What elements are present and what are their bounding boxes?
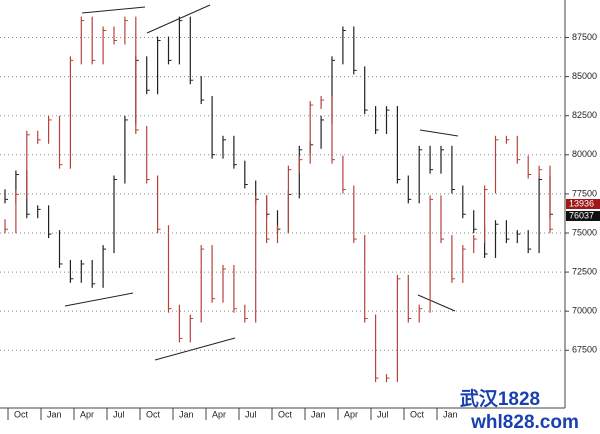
trend-line <box>154 337 236 361</box>
y-tick-label: 80000 <box>572 149 597 159</box>
y-tick-label: 82500 <box>572 110 597 120</box>
x-tick-label: Oct <box>146 409 161 419</box>
y-tick-label: 70000 <box>572 306 597 316</box>
x-tick-label: Jul <box>245 409 257 419</box>
y-tick-label: 77500 <box>572 188 597 198</box>
y-tick-label: 72500 <box>572 266 597 276</box>
x-tick-label: Oct <box>278 409 293 419</box>
watermark: 武汉1828 <box>460 388 540 410</box>
trend-line <box>146 4 211 34</box>
x-tick-label: Apr <box>212 409 226 419</box>
trend-line <box>81 6 146 14</box>
x-tick-label: Jan <box>179 409 194 419</box>
x-tick-label: Jul <box>377 409 389 419</box>
price-tag-label: 76037 <box>569 210 594 220</box>
trend-lines <box>64 4 459 361</box>
trend-line <box>64 292 134 307</box>
x-tick-label: Apr <box>80 409 94 419</box>
x-tick-label: Oct <box>410 409 425 419</box>
x-tick-label: Jul <box>113 409 125 419</box>
price-tag <box>566 211 600 221</box>
x-tick-label: Jan <box>443 409 458 419</box>
y-tick-label: 85000 <box>572 71 597 81</box>
x-tick-label: Oct <box>14 409 29 419</box>
trend-line <box>419 129 459 137</box>
y-tick-label: 75000 <box>572 227 597 237</box>
watermark: whl828.com <box>470 412 579 433</box>
trend-line <box>417 294 456 312</box>
price-tag-label: 13936 <box>569 198 594 208</box>
x-tick-label: Apr <box>344 409 358 419</box>
y-tick-label: 87500 <box>572 32 597 42</box>
price-tag <box>566 199 600 209</box>
y-tick-label: 67500 <box>572 345 597 355</box>
x-tick-label: Jan <box>47 409 62 419</box>
x-tick-label: Jan <box>311 409 326 419</box>
